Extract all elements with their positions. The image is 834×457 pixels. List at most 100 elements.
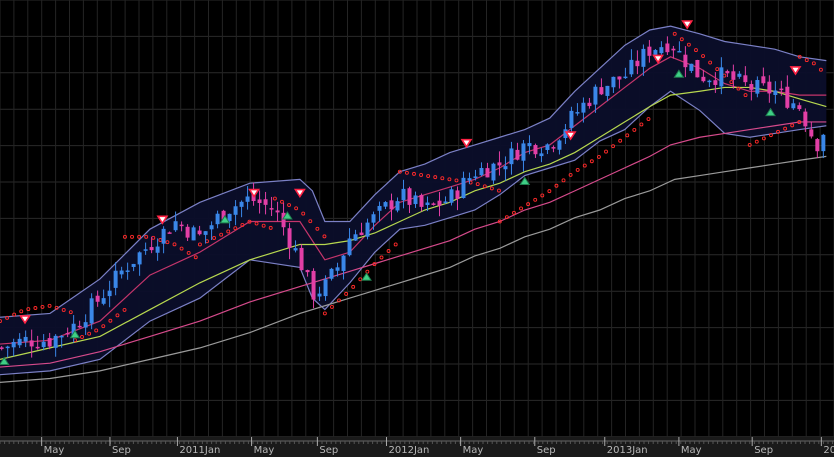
x-tick-label: May <box>254 445 275 456</box>
sar-dot <box>694 48 698 53</box>
sar-dot <box>115 313 120 318</box>
sell-signal-marker <box>681 20 694 30</box>
sell-signal-marker <box>248 188 261 198</box>
sar-dot <box>301 211 306 216</box>
candle-body <box>731 71 736 80</box>
candle-body <box>671 48 676 51</box>
candle-body <box>287 228 292 248</box>
sell-signal-marker <box>652 54 665 64</box>
candle-body <box>461 177 466 199</box>
x-tick-label: 2013Jan <box>607 445 648 456</box>
candle-body <box>269 208 274 210</box>
candle-body <box>317 293 322 297</box>
sar-dot <box>447 177 452 182</box>
candle-body <box>533 145 538 155</box>
candle-body <box>425 202 430 206</box>
candle-body <box>89 298 94 324</box>
line-moving-average-very-long <box>0 155 827 383</box>
sar-dot <box>344 291 349 296</box>
candle-body <box>713 80 718 85</box>
sar-dot <box>575 167 580 172</box>
candle-body <box>635 60 640 67</box>
candle-body <box>323 279 328 297</box>
x-tick-label: Sep <box>537 445 556 456</box>
candle-body <box>239 201 244 207</box>
price-candles <box>0 36 826 358</box>
sar-dot <box>743 93 748 98</box>
sar-dot <box>497 188 501 193</box>
candle-body <box>29 340 34 347</box>
candle-body <box>215 213 220 225</box>
candle-body <box>629 59 634 75</box>
bollinger-band-area <box>0 26 827 375</box>
sar-dot <box>686 42 691 47</box>
candle-body <box>53 335 58 348</box>
buy-signal-marker <box>219 214 231 224</box>
candle-body <box>77 325 82 328</box>
sar-dot <box>144 234 149 239</box>
candle-body <box>401 188 406 201</box>
candle-body <box>569 110 574 128</box>
candle-body <box>185 226 190 238</box>
candle-body <box>161 228 166 244</box>
candle-body <box>59 335 64 338</box>
candle-body <box>485 168 490 178</box>
sar-dot <box>768 133 773 138</box>
candle-body <box>803 111 808 127</box>
candle-body <box>515 149 520 160</box>
sar-dot <box>804 58 809 63</box>
candle-body <box>131 263 136 267</box>
buy-signal-marker <box>361 272 372 281</box>
sar-dot <box>604 149 608 154</box>
candle-body <box>17 338 22 346</box>
buy-signal-marker <box>0 356 10 366</box>
candle-body <box>173 221 178 231</box>
sar-dot <box>337 298 341 303</box>
sar-dot <box>701 54 706 58</box>
candle-body <box>479 168 484 176</box>
candle-body <box>749 84 754 90</box>
candle-body <box>725 71 730 74</box>
candle-body <box>311 270 316 300</box>
sar-dot <box>212 236 217 240</box>
sar-dot <box>358 277 363 282</box>
candle-body <box>539 153 544 157</box>
sar-dot <box>122 234 127 239</box>
sell-signal-marker <box>19 315 31 325</box>
sar-dot <box>547 189 552 194</box>
candle-body <box>593 86 598 105</box>
sar-dot <box>818 67 823 72</box>
sar-dot <box>122 307 127 312</box>
candle-body <box>557 140 562 150</box>
candle-body <box>23 336 28 342</box>
sar-dot <box>568 172 573 177</box>
sar-dot <box>33 306 38 310</box>
x-tick-label: Sep <box>319 445 338 456</box>
sar-dot <box>280 199 284 204</box>
sar-dot <box>715 67 720 72</box>
sar-dot <box>219 232 224 237</box>
sar-dot <box>94 328 99 333</box>
x-tick-label: May <box>681 445 702 456</box>
sar-dot <box>268 225 273 230</box>
sar-dot <box>261 223 266 228</box>
sar-dot <box>68 310 73 315</box>
candle-body <box>101 298 106 304</box>
candle-body <box>611 76 616 88</box>
candle-body <box>281 212 286 228</box>
sar-dot <box>639 122 644 127</box>
candle-body <box>773 90 778 95</box>
candle-body <box>419 194 424 207</box>
buy-signal-marker <box>765 107 776 117</box>
sar-dot <box>379 255 384 260</box>
candle-body <box>683 54 688 68</box>
sar-dot <box>754 139 759 144</box>
candle-body <box>527 143 532 147</box>
candle-body <box>35 346 40 349</box>
sar-dot <box>130 234 134 239</box>
candle-body <box>299 247 304 271</box>
candle-body <box>257 199 262 204</box>
sar-dot <box>433 175 438 180</box>
sar-dot <box>165 240 170 245</box>
